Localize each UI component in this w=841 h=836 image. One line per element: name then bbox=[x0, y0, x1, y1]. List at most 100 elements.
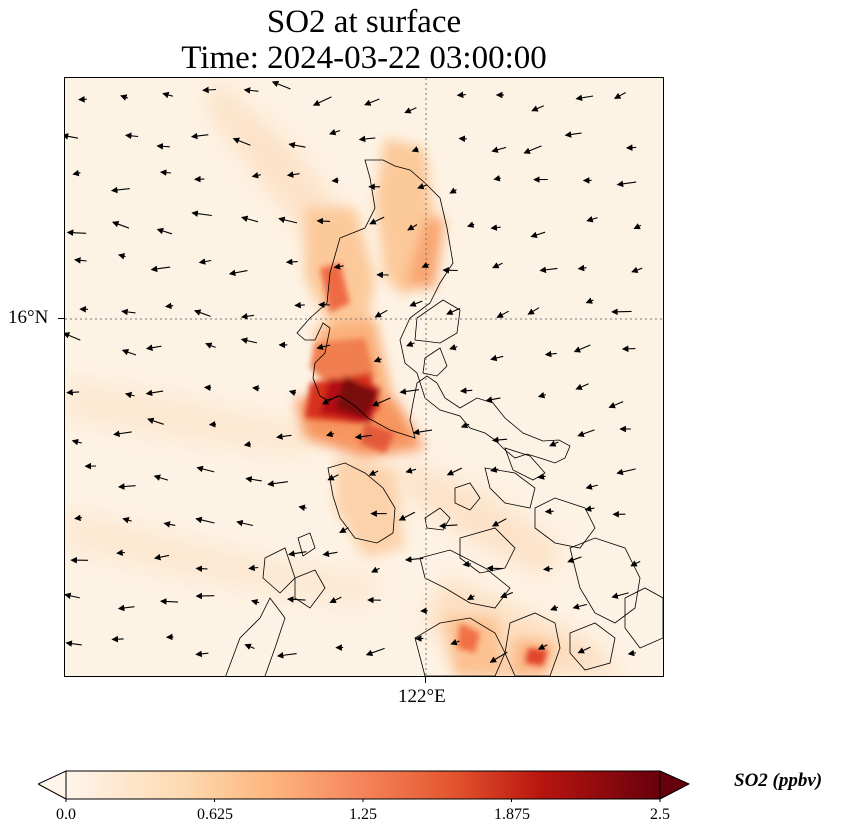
wind-arrow bbox=[399, 388, 420, 395]
wind-arrow bbox=[124, 391, 135, 399]
wind-arrow bbox=[339, 526, 349, 534]
map-canvas bbox=[65, 78, 663, 676]
wind-arrow bbox=[490, 354, 504, 362]
wind-arrow bbox=[74, 514, 83, 522]
wind-arrow bbox=[322, 550, 338, 557]
wind-arrow bbox=[327, 474, 339, 481]
wind-arrow bbox=[577, 429, 595, 437]
wind-arrow bbox=[542, 565, 553, 573]
wind-arrow bbox=[564, 131, 582, 138]
wind-arrow bbox=[248, 564, 259, 572]
wind-arrow bbox=[195, 565, 208, 572]
wind-arrow bbox=[406, 340, 415, 347]
colorbar-tick-1: 0.625 bbox=[197, 806, 233, 823]
wind-arrow bbox=[156, 143, 170, 150]
wind-arrow bbox=[321, 395, 338, 405]
wind-arrow bbox=[72, 169, 81, 177]
wind-arrow bbox=[575, 94, 594, 102]
wind-arrow bbox=[267, 480, 288, 487]
wind-arrow bbox=[466, 593, 475, 601]
map-title: SO2 at surface bbox=[266, 4, 462, 40]
wind-arrow bbox=[537, 391, 547, 399]
wind-arrow bbox=[549, 440, 559, 447]
colorbar bbox=[38, 770, 690, 802]
wind-arrow bbox=[208, 420, 217, 428]
wind-arrow bbox=[369, 216, 385, 225]
wind-arrow bbox=[459, 387, 473, 395]
wind-arrow bbox=[491, 518, 507, 527]
colorbar-low-extend bbox=[38, 770, 67, 800]
wind-arrow bbox=[285, 258, 298, 266]
wind-arrow bbox=[113, 430, 132, 437]
wind-arrow bbox=[121, 349, 137, 356]
wind-arrow bbox=[544, 350, 557, 358]
wind-arrow bbox=[527, 307, 540, 315]
wind-arrow bbox=[286, 596, 306, 603]
wind-arrow bbox=[205, 342, 216, 349]
wind-arrow bbox=[74, 257, 87, 264]
wind-arrow bbox=[145, 389, 164, 397]
wind-arrow bbox=[627, 649, 636, 657]
wind-arrow bbox=[371, 566, 380, 573]
wind-arrow bbox=[288, 141, 306, 149]
wind-arrow bbox=[156, 227, 173, 235]
wind-arrow bbox=[153, 553, 170, 561]
wind-arrow bbox=[409, 300, 423, 307]
wind-arrow bbox=[316, 343, 331, 351]
wind-arrow bbox=[251, 172, 261, 179]
wind-arrow bbox=[145, 344, 162, 351]
wind-arrow bbox=[329, 596, 342, 603]
wind-arrow bbox=[523, 145, 542, 154]
wind-arrow bbox=[462, 560, 471, 568]
wind-arrow bbox=[625, 144, 637, 151]
wind-arrow bbox=[236, 519, 254, 527]
wind-arrow bbox=[228, 269, 248, 277]
wind-arrow bbox=[577, 646, 591, 654]
wind-arrow bbox=[150, 265, 171, 273]
wind-arrow bbox=[110, 186, 130, 194]
wind-arrow bbox=[417, 183, 428, 190]
colorbar-tick-2: 1.25 bbox=[349, 806, 377, 823]
wind-arrow bbox=[585, 297, 594, 304]
wind-arrow bbox=[531, 105, 545, 112]
wind-arrow bbox=[121, 308, 136, 316]
wind-arrow bbox=[66, 389, 80, 396]
wind-arrow bbox=[111, 635, 124, 643]
wind-arrow bbox=[250, 599, 260, 606]
wind-arrow bbox=[243, 440, 251, 448]
wind-arrow bbox=[245, 476, 262, 483]
wind-arrow bbox=[252, 385, 260, 392]
wind-arrow bbox=[329, 129, 341, 136]
wind-arrow bbox=[65, 332, 81, 341]
colorbar-label: SO2 (ppbv) bbox=[734, 770, 823, 791]
wind-arrow bbox=[325, 430, 335, 438]
wind-arrow bbox=[117, 253, 126, 260]
wind-arrow bbox=[398, 511, 416, 521]
lon-tick bbox=[425, 677, 426, 683]
wind-arrow bbox=[316, 217, 331, 225]
wind-arrow bbox=[373, 356, 382, 363]
wind-arrow bbox=[368, 469, 379, 476]
so2-concentration-field bbox=[65, 78, 625, 676]
wind-arrow bbox=[196, 465, 215, 473]
wind-arrow bbox=[288, 389, 297, 396]
wind-arrow bbox=[276, 652, 297, 659]
wind-arrow bbox=[611, 308, 632, 316]
wind-arrow bbox=[631, 266, 643, 274]
wind-arrow bbox=[491, 436, 508, 444]
wind-arrow bbox=[65, 640, 82, 647]
wind-arrow bbox=[466, 221, 475, 228]
wind-arrow bbox=[500, 591, 514, 599]
wind-arrow bbox=[371, 397, 391, 407]
wind-arrow bbox=[616, 468, 636, 476]
coastlines bbox=[225, 159, 663, 676]
wind-arrow bbox=[412, 428, 433, 436]
wind-arrow bbox=[240, 313, 255, 320]
colorbar-gradient bbox=[65, 770, 661, 800]
wind-arrow bbox=[530, 231, 546, 239]
wind-arrow bbox=[117, 604, 135, 612]
wind-arrow bbox=[159, 169, 171, 176]
lat-tick bbox=[58, 318, 64, 319]
wind-arrow bbox=[456, 91, 466, 99]
wind-arrow bbox=[491, 146, 507, 153]
